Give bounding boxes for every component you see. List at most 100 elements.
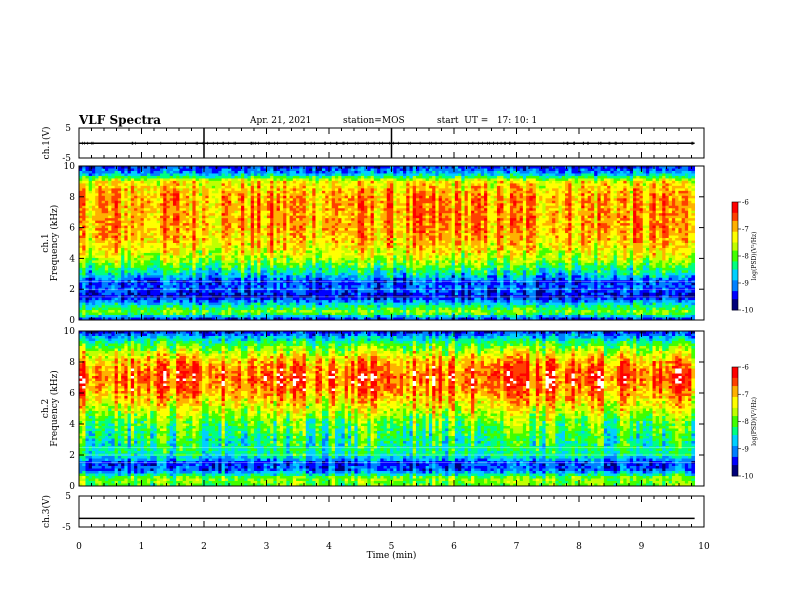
spectrogram-cell — [98, 210, 103, 214]
spectrogram-cell — [253, 295, 258, 299]
spectrogram-cell — [130, 235, 135, 239]
spectrogram-cell — [221, 203, 226, 207]
spectrogram-cell — [169, 210, 174, 214]
spectrogram-cell — [289, 292, 294, 296]
spectrogram-cell — [221, 310, 226, 313]
spectrogram-cell — [250, 290, 255, 294]
spectrogram-cell — [205, 233, 210, 236]
spectrogram-cell — [147, 188, 151, 192]
spectrogram-cell — [218, 295, 222, 299]
spectrogram-cell — [127, 190, 132, 194]
spectrogram-cell — [266, 223, 271, 227]
spectrogram-cell — [166, 307, 171, 311]
spectrogram-cell — [85, 175, 90, 179]
spectrogram-cell — [289, 312, 294, 316]
spectrogram-cell — [211, 225, 216, 229]
spectrogram-cell — [237, 265, 242, 269]
spectrogram-cell — [101, 250, 106, 254]
spectrogram-cell — [283, 213, 287, 217]
spectrogram-cell — [331, 168, 336, 172]
spectrogram-cell — [292, 205, 297, 209]
spectrogram-cell — [114, 218, 119, 222]
spectrogram-cell — [153, 168, 158, 172]
spectrogram-cell — [224, 252, 229, 256]
spectrogram-cell — [250, 267, 255, 271]
spectrogram-cell — [260, 265, 265, 269]
spectrogram-cell — [127, 225, 132, 229]
spectrogram-cell — [117, 183, 122, 187]
spectrogram-cell — [134, 240, 138, 244]
spectrogram-cell — [121, 302, 125, 306]
spectrogram-cell — [296, 307, 300, 311]
spectrogram-cell — [134, 238, 138, 241]
spectrogram-cell — [257, 307, 261, 311]
spectrogram-cell — [202, 200, 206, 204]
spectrogram-cell — [279, 195, 284, 199]
spectrogram-cell — [241, 290, 245, 294]
spectrogram-cell — [185, 277, 190, 281]
spectrogram-cell — [289, 178, 294, 182]
spectrogram-cell — [312, 312, 316, 316]
spectrogram-cell — [211, 270, 216, 274]
spectrogram-cell — [82, 195, 86, 199]
spectrogram-cell — [172, 260, 177, 264]
spectrogram-cell — [95, 265, 99, 269]
spectrogram-cell — [234, 195, 239, 199]
spectrogram-cell — [309, 295, 313, 299]
spectrogram-cell — [85, 292, 90, 296]
spectrogram-cell — [302, 267, 307, 271]
spectrogram-cell — [296, 215, 300, 219]
spectrogram-cell — [247, 245, 252, 249]
spectrogram-cell — [104, 185, 109, 189]
spectrogram-cell — [101, 235, 106, 239]
spectrogram-cell — [322, 203, 326, 207]
spectrogram-cell — [211, 195, 216, 199]
spectrogram-cell — [104, 180, 109, 184]
spectrogram-cell — [270, 295, 274, 299]
spectrogram-cell — [85, 223, 90, 227]
spectrogram-cell — [253, 208, 258, 212]
spectrogram-cell — [143, 203, 148, 207]
spectrogram-cell — [134, 233, 138, 236]
spectrogram-cell — [153, 210, 158, 214]
spectrogram-cell — [134, 307, 138, 311]
spectrogram-cell — [309, 210, 313, 214]
spectrogram-cell — [182, 312, 187, 316]
spectrogram-cell — [234, 166, 239, 169]
spectrogram-cell — [176, 170, 180, 174]
spectrogram-cell — [137, 315, 141, 318]
spectrogram-cell — [85, 300, 90, 304]
spectrogram-cell — [247, 250, 252, 254]
spectrogram-cell — [302, 250, 307, 254]
spectrogram-cell — [79, 205, 83, 209]
spectrogram-cell — [79, 285, 83, 289]
spectrogram-cell — [104, 277, 109, 281]
spectrogram-cell — [98, 257, 103, 261]
spectrogram-cell — [108, 285, 112, 289]
spectrogram-cell — [130, 193, 135, 197]
spectrogram-cell — [218, 297, 222, 301]
spectrogram-cell — [140, 225, 145, 229]
spectrogram-cell — [221, 240, 226, 244]
spectrogram-cell — [289, 267, 294, 271]
spectrogram-cell — [189, 245, 193, 249]
spectrogram-cell — [137, 166, 141, 169]
spectrogram-cell — [257, 223, 261, 227]
spectrogram-cell — [257, 193, 261, 197]
spectrogram-cell — [192, 317, 197, 321]
spectrogram-cell — [218, 210, 222, 214]
spectrogram-cell — [108, 310, 112, 313]
spectrogram-cell — [247, 265, 252, 269]
spectrogram-cell — [286, 230, 291, 234]
spectrogram-cell — [234, 265, 239, 269]
spectrogram-cell — [270, 277, 274, 281]
spectrogram-cell — [328, 170, 333, 174]
spectrogram-cell — [221, 220, 226, 224]
spectrogram-cell — [153, 180, 158, 184]
spectrogram-cell — [108, 235, 112, 239]
spectrogram-cell — [208, 203, 213, 207]
spectrogram-cell — [266, 166, 271, 169]
spectrogram-cell — [241, 257, 245, 261]
spectrogram-cell — [276, 245, 281, 249]
spectrogram-cell — [247, 312, 252, 316]
